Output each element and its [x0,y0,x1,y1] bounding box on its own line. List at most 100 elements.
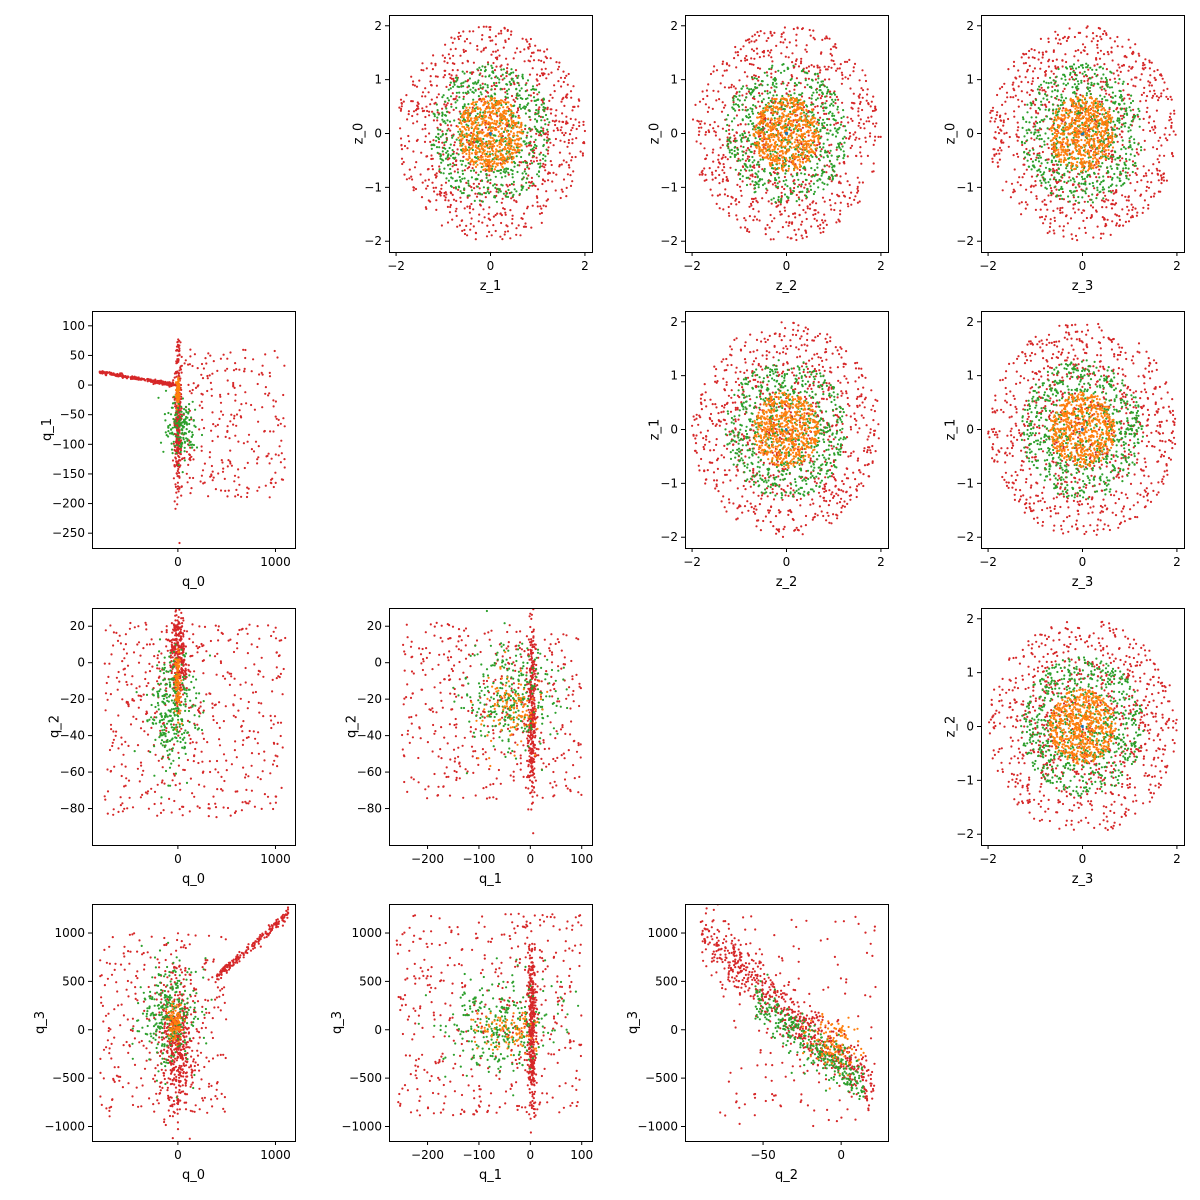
point-red [1151,172,1154,175]
point-orange [791,96,795,99]
point-red [761,92,764,95]
point-green [437,136,440,139]
point-green [725,118,728,121]
point-red [463,207,466,210]
point-red [1099,237,1102,240]
point-red [578,121,581,124]
point-orange [494,112,497,115]
point-green [770,105,773,108]
point-red [806,205,809,208]
point-red [474,232,478,235]
point-red [453,141,456,144]
point-red [769,51,772,54]
point-green [455,138,458,141]
point-red [568,166,571,169]
point-red [530,180,534,183]
point-red [452,150,455,153]
point-orange [797,106,801,109]
point-red [804,168,807,171]
point-red [472,61,475,64]
point-red [721,169,724,172]
point-green [751,161,754,164]
point-green [469,88,472,91]
point-red [849,87,852,90]
point-orange [782,145,785,148]
point-red [515,200,518,203]
point-red [1053,216,1056,219]
point-red [444,199,447,202]
point-green [479,84,482,87]
point-orange [520,131,523,134]
point-red [807,173,811,176]
point-red [867,102,870,105]
point-red [1101,206,1104,209]
point-blue [489,132,492,135]
point-orange [758,116,761,119]
point-red [711,151,714,154]
point-orange [509,124,512,128]
point-green [806,188,809,191]
point-red [723,86,727,89]
point-green [802,138,805,141]
point-red [469,42,472,45]
point-red [735,131,739,134]
point-orange [805,148,808,151]
point-orange [493,97,496,100]
point-red [545,57,549,60]
point-red [556,127,559,130]
point-red [758,56,762,59]
point-green [837,145,841,148]
point-orange [503,157,506,160]
point-orange [470,110,473,113]
point-red [500,214,503,217]
point-orange [494,165,497,168]
point-red [440,187,443,190]
point-orange [512,112,515,115]
point-green [741,158,744,161]
point-green [831,133,834,136]
point-red [790,222,794,225]
point-red [567,72,570,76]
point-red [1089,204,1093,207]
point-red [528,181,531,184]
point-red [807,70,811,73]
point-green [769,152,772,155]
point-red [839,63,842,66]
point-green [528,141,531,144]
point-red [403,144,407,148]
point-orange [498,107,501,110]
point-orange [813,151,817,154]
point-orange [491,110,494,113]
point-red [812,36,815,39]
point-orange [783,104,786,107]
point-orange [500,153,503,156]
point-red [427,91,430,94]
point-orange [763,120,766,123]
point-red [1032,70,1035,73]
point-green [512,114,515,117]
point-red [1152,195,1155,198]
point-red [450,124,453,127]
point-orange [781,152,785,155]
point-red [832,59,835,63]
point-red [431,164,434,168]
point-red [1012,81,1015,84]
point-green [766,74,769,77]
point-orange [501,156,504,159]
point-red [1003,132,1006,135]
point-red [1116,69,1119,72]
point-red [1063,35,1066,39]
point-red [455,207,458,210]
point-red [722,153,725,157]
point-red [436,75,439,78]
point-red [730,86,733,89]
point-red [728,132,731,135]
point-red [1039,37,1042,41]
point-red [509,237,512,240]
point-green [742,85,745,88]
point-green [447,99,450,102]
point-red [474,238,477,241]
point-green [736,98,740,101]
point-green [535,109,538,112]
y-tick-label: −1 [364,180,382,194]
